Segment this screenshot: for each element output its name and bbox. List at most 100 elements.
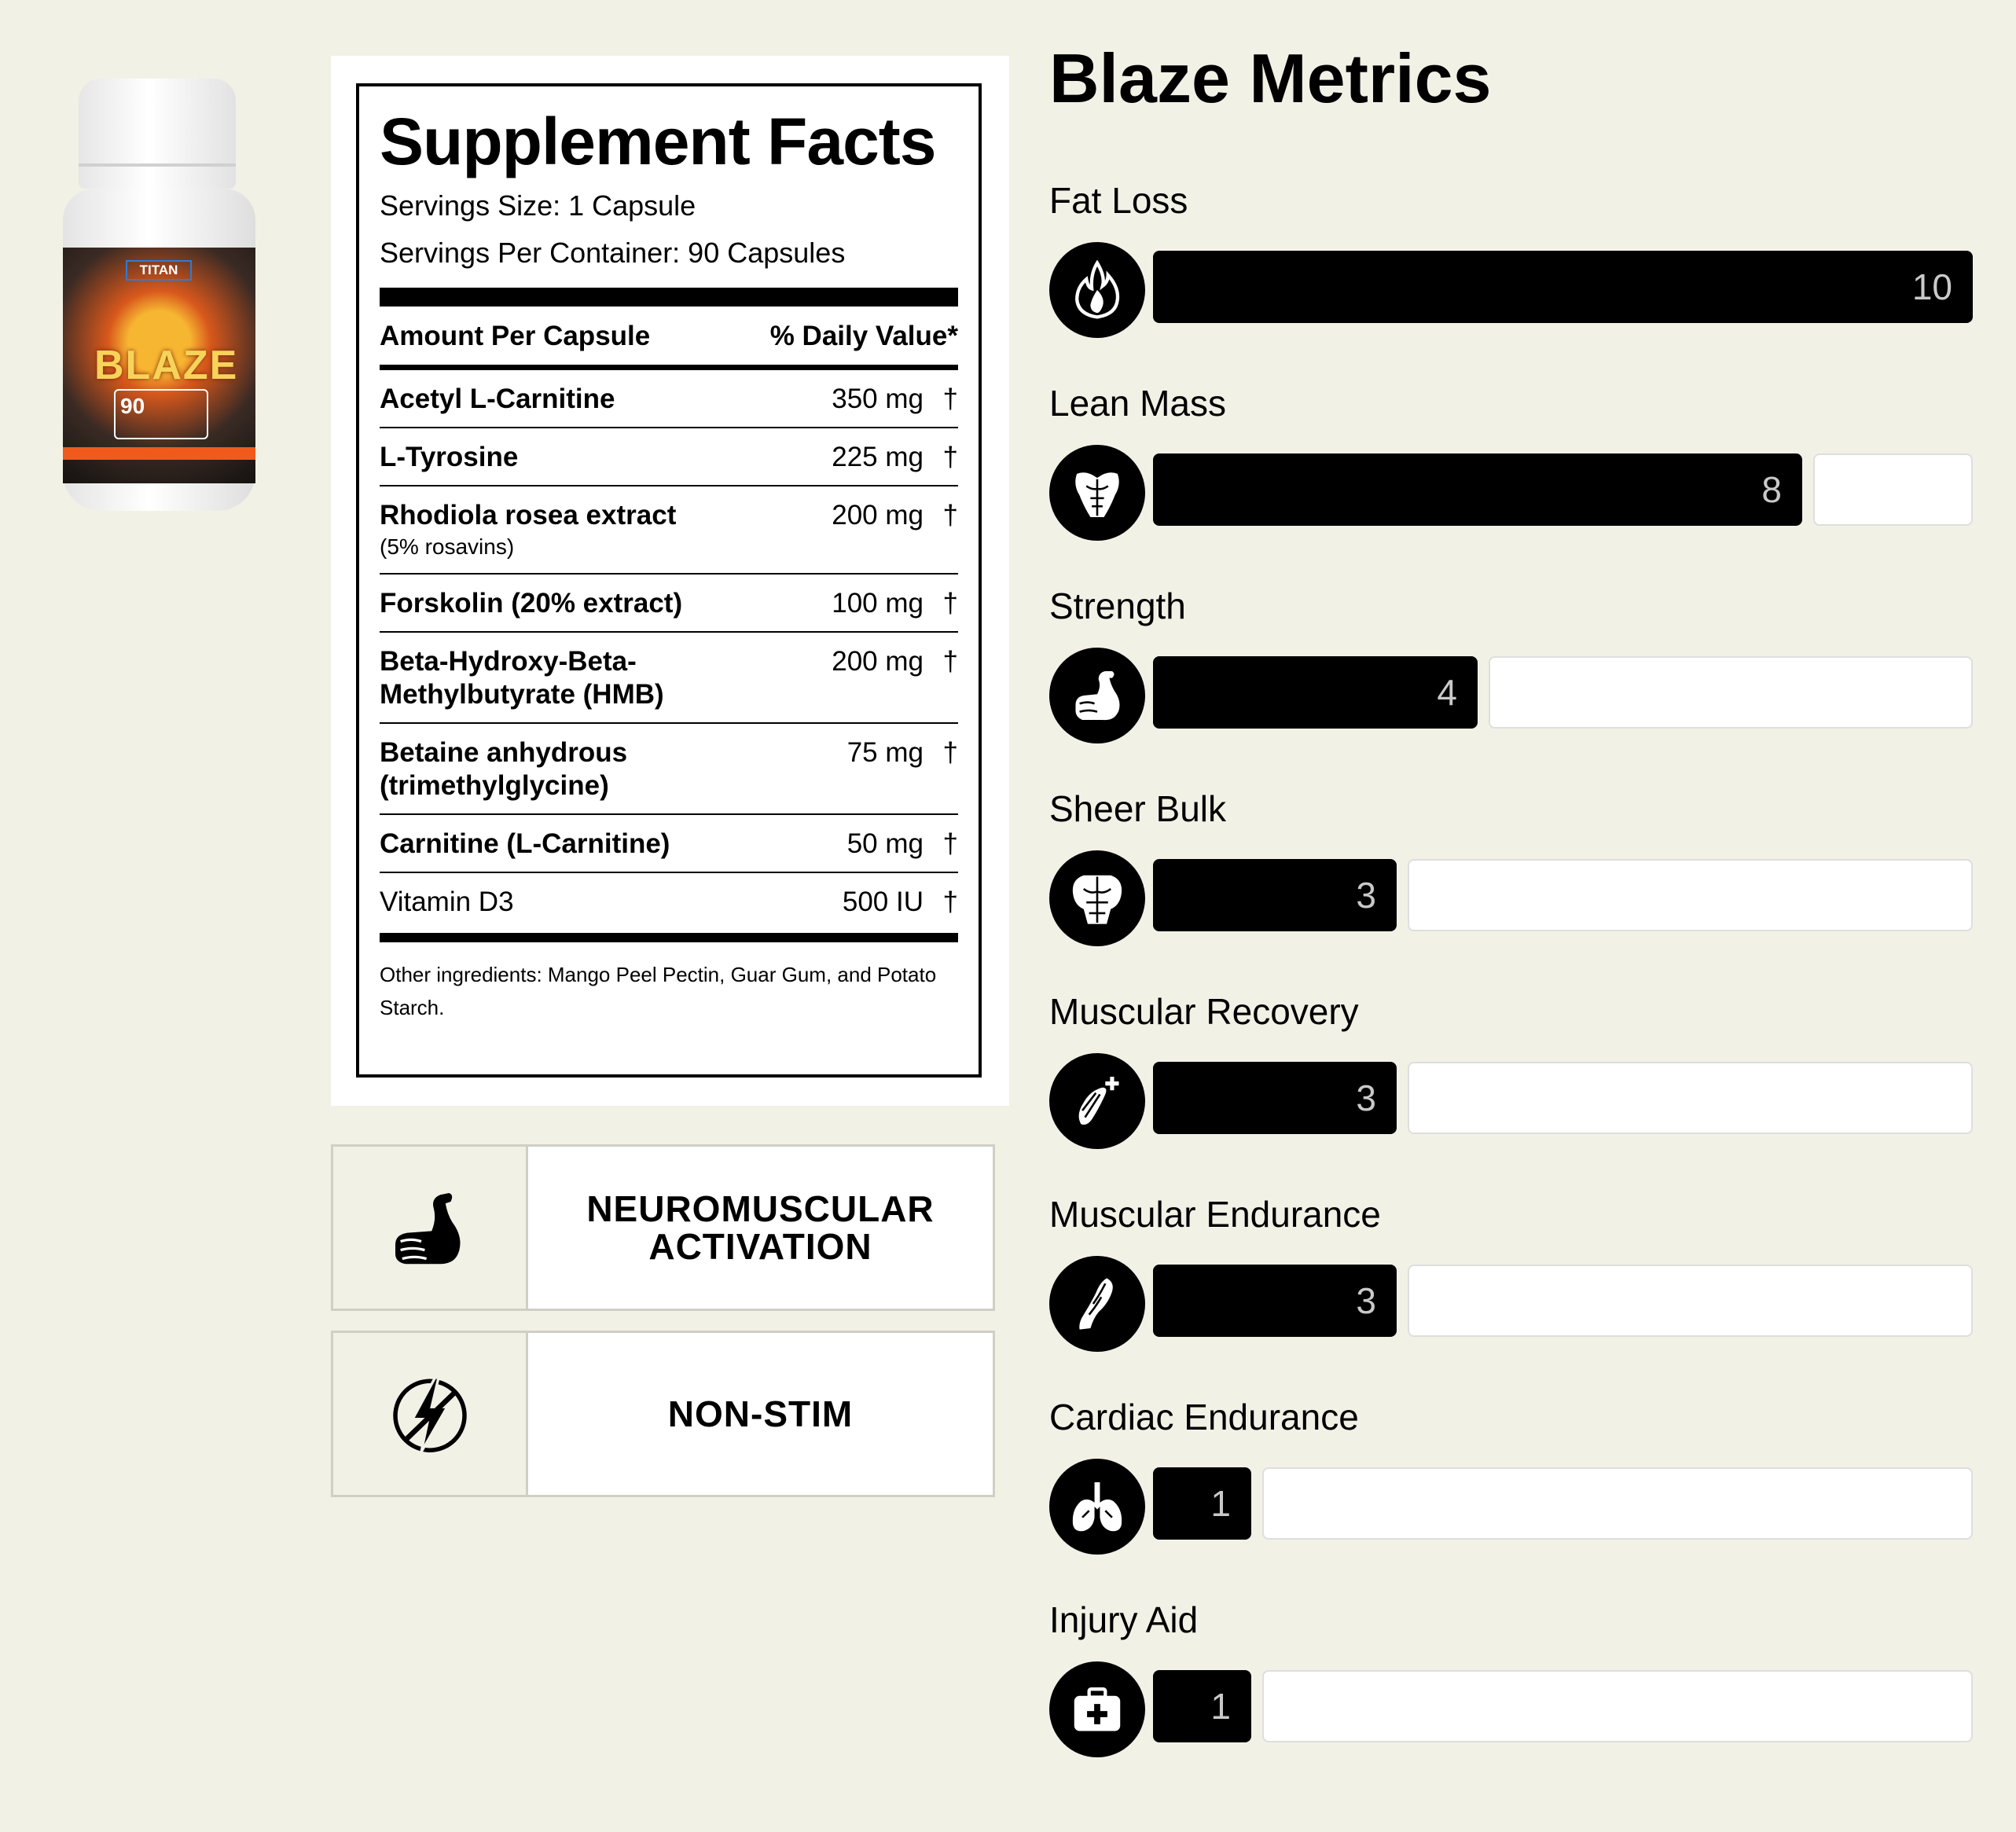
no-lightning-icon <box>392 1376 467 1453</box>
metrics-title: Blaze Metrics <box>1049 39 1492 117</box>
feature-non-stim: NON-STIM <box>331 1331 995 1497</box>
ingredient-name-line1: L-Tyrosine <box>380 442 519 472</box>
ingredient-amount: 100 mg <box>832 588 924 619</box>
ingredient-name-line1: Beta-Hydroxy-Beta- <box>380 646 637 677</box>
ingredient-name: Betaine anhydrous (trimethylglycine) <box>380 736 627 802</box>
bottle-stripe <box>63 447 255 460</box>
ingredient-amount-cell: 500 IU † <box>843 886 958 919</box>
facts-header-row: Amount Per Capsule % Daily Value* <box>380 307 958 370</box>
back-muscles-icon <box>1049 850 1145 946</box>
ingredient-amount: 225 mg <box>832 442 924 472</box>
ingredient-row: Forskolin (20% extract) 100 mg † <box>380 575 958 633</box>
ingredient-dv: † <box>942 500 958 531</box>
ingredient-note: (5% rosavins) <box>380 534 515 559</box>
metric-fat-loss: Fat Loss 10 <box>1049 181 1973 346</box>
ingredient-name: Beta-Hydroxy-Beta- Methylbutyrate (HMB) <box>380 645 664 711</box>
ingredient-row: Vitamin D3 500 IU † <box>380 873 958 930</box>
ingredient-amount: 200 mg <box>832 646 924 677</box>
serving-size: Servings Size: 1 Capsule <box>380 189 696 222</box>
metric-bar-fill: 8 <box>1153 453 1802 526</box>
ingredient-dv: † <box>942 737 958 768</box>
metric-sheer-bulk: Sheer Bulk 3 <box>1049 789 1973 954</box>
metric-bar-fill: 4 <box>1153 656 1478 729</box>
ingredient-amount-cell: 225 mg † <box>832 441 958 474</box>
metric-label: Muscular Endurance <box>1049 1194 1381 1235</box>
bottle-cap <box>79 79 236 189</box>
metric-injury-aid: Injury Aid 1 <box>1049 1600 1973 1765</box>
lungs-icon <box>1049 1459 1145 1555</box>
ingredient-name: Vitamin D3 <box>380 886 514 919</box>
ingredient-name: Rhodiola rosea extract (5% rosavins) <box>380 499 676 562</box>
ingredient-amount-cell: 350 mg † <box>832 383 958 416</box>
feature-neuromuscular-line2: ACTIVATION <box>648 1226 872 1267</box>
ingredient-amount: 50 mg <box>846 828 924 859</box>
metric-label: Sheer Bulk <box>1049 788 1227 829</box>
facts-bottom-divider <box>380 933 958 942</box>
metric-bar-track: 8 <box>1153 453 1973 526</box>
ingredient-name: L-Tyrosine <box>380 441 518 474</box>
metric-bar-remaining <box>1262 1670 1973 1742</box>
ingredient-row: Carnitine (L-Carnitine) 50 mg † <box>380 815 958 873</box>
feature-neuromuscular-line1: NEUROMUSCULAR <box>586 1188 935 1229</box>
col-dv-header: % Daily Value* <box>769 321 958 351</box>
metric-bar-track: 3 <box>1153 859 1973 931</box>
metric-bar-track: 4 <box>1153 656 1973 729</box>
metric-label: Fat Loss <box>1049 180 1188 221</box>
metric-lean-mass: Lean Mass 8 <box>1049 384 1973 549</box>
torso-icon <box>1049 445 1145 541</box>
ingredient-row: Rhodiola rosea extract (5% rosavins) 200 m… <box>380 486 958 575</box>
supplement-facts-card: Supplement Facts Servings Size: 1 Capsul… <box>331 56 1009 1106</box>
ingredient-name-line1: Vitamin D3 <box>380 887 514 917</box>
servings-per-container: Servings Per Container: 90 Capsules <box>380 237 846 269</box>
ingredient-name: Acetyl L-Carnitine <box>380 383 615 416</box>
metric-bar-fill: 1 <box>1153 1670 1251 1742</box>
ingredient-name-line1: Acetyl L-Carnitine <box>380 384 615 414</box>
ingredient-name: Carnitine (L-Carnitine) <box>380 828 670 861</box>
ingredient-amount-cell: 100 mg † <box>832 587 958 620</box>
ingredient-amount: 75 mg <box>846 737 924 768</box>
metric-bar-remaining <box>1489 656 1973 729</box>
other-ingredients: Other ingredients: Mango Peel Pectin, Gu… <box>380 963 937 1019</box>
ingredient-amount: 200 mg <box>832 500 924 531</box>
ingredient-name-line2: (trimethylglycine) <box>380 770 609 801</box>
metric-bar-track: 1 <box>1153 1670 1973 1742</box>
bottle-brand: TITAN <box>126 260 192 281</box>
supplement-facts-panel: Supplement Facts Servings Size: 1 Capsul… <box>356 83 982 1078</box>
metric-bar-track: 3 <box>1153 1062 1973 1134</box>
metric-bar-remaining <box>1408 859 1973 931</box>
feature-non-stim-label: NON-STIM <box>667 1393 854 1434</box>
metric-muscular-recovery: Muscular Recovery 3 <box>1049 992 1973 1157</box>
flexed-arm-icon <box>395 1193 460 1265</box>
ingredient-amount: 350 mg <box>832 384 924 414</box>
facts-divider <box>380 288 958 307</box>
ingredient-dv: † <box>942 828 958 859</box>
metric-bar-track: 3 <box>1153 1265 1973 1337</box>
ingredient-name-line1: Forskolin (20% extract) <box>380 588 683 619</box>
product-bottle-image: TITAN BLAZE 90 <box>59 79 259 515</box>
metric-strength: Strength 4 <box>1049 586 1973 751</box>
metric-bar-remaining <box>1262 1467 1973 1540</box>
metric-bar-remaining <box>1813 453 1973 526</box>
metric-cardiac-endurance: Cardiac Endurance 1 <box>1049 1397 1973 1562</box>
ingredient-name-line1: Betaine anhydrous <box>380 737 628 768</box>
metric-bar-track: 1 <box>1153 1467 1973 1540</box>
ingredient-amount-cell: 50 mg † <box>847 828 958 861</box>
ingredient-row: Beta-Hydroxy-Beta- Methylbutyrate (HMB) 20… <box>380 633 958 724</box>
ingredient-dv: † <box>942 646 958 677</box>
muscle-plus-icon <box>1049 1053 1145 1149</box>
bottle-name: BLAZE <box>94 343 239 388</box>
ingredient-row: Betaine anhydrous (trimethylglycine) 75 mg… <box>380 724 958 815</box>
metric-label: Lean Mass <box>1049 383 1227 424</box>
metric-bar-remaining <box>1408 1062 1973 1134</box>
ingredient-amount-cell: 75 mg † <box>847 736 958 802</box>
ingredient-dv: † <box>942 887 958 917</box>
metric-bar-fill: 3 <box>1153 1265 1397 1337</box>
facts-title: Supplement Facts <box>380 105 936 178</box>
ingredient-amount: 500 IU <box>842 887 924 917</box>
metric-bar-track: 10 <box>1153 251 1973 323</box>
metric-bar-fill: 3 <box>1153 1062 1397 1134</box>
bottle-label: TITAN BLAZE 90 <box>63 248 255 483</box>
metric-muscular-endurance: Muscular Endurance 3 <box>1049 1195 1973 1360</box>
metric-bar-fill: 1 <box>1153 1467 1251 1540</box>
ingredient-list: Acetyl L-Carnitine 350 mg † L-Tyrosine 225 m… <box>380 370 958 930</box>
